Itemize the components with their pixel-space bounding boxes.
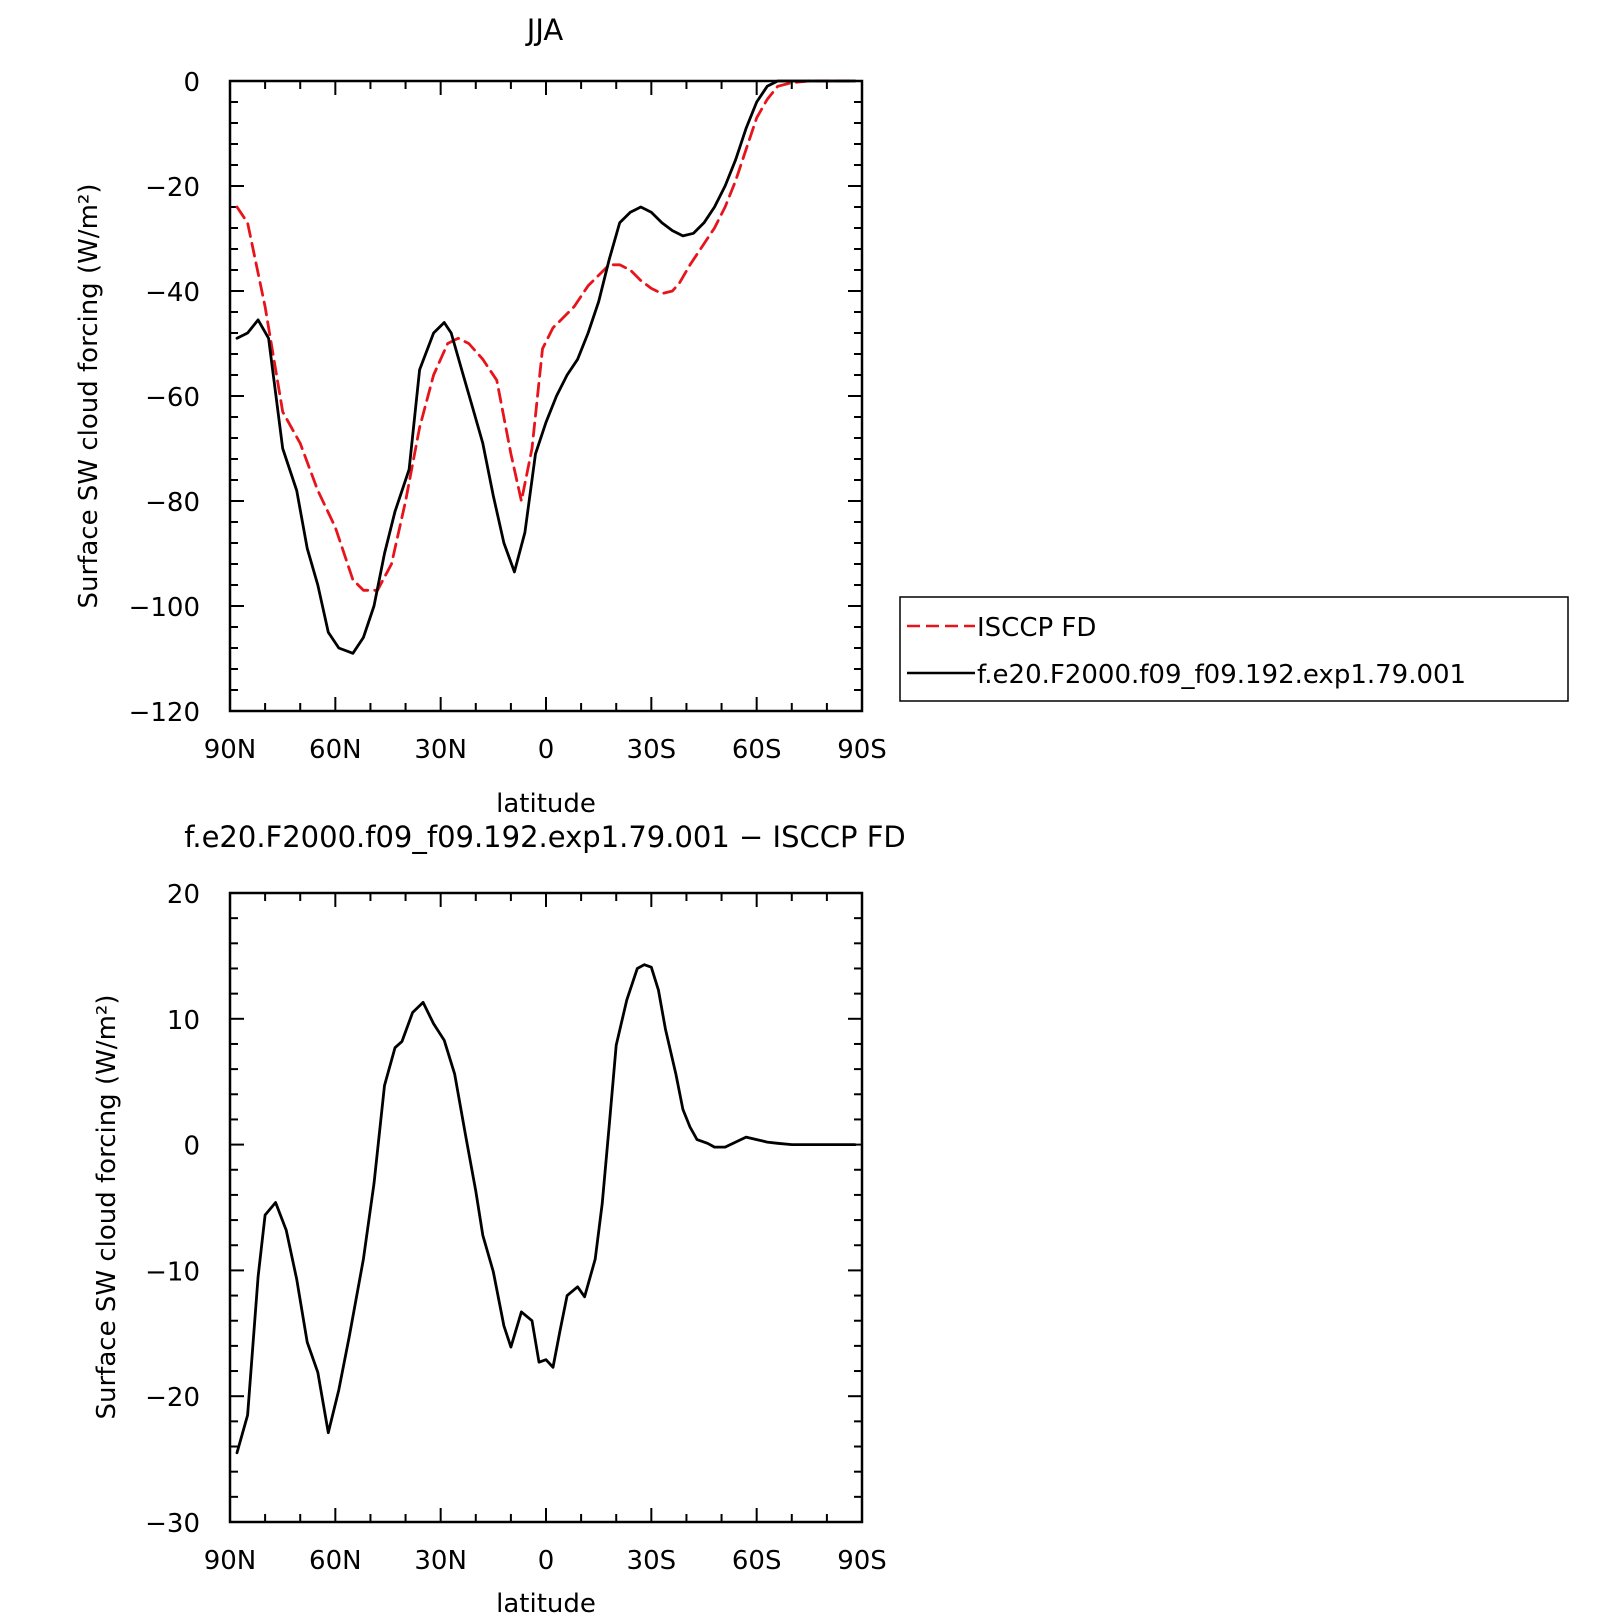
legend-box bbox=[899, 596, 1569, 702]
legend: ISCCP FD f.e20.F2000.f09_f09.192.exp1.79… bbox=[899, 596, 1569, 702]
x-tick-labels: 90N 60N 30N 0 30S 60S 90S bbox=[204, 735, 887, 765]
y-tick-label: −20 bbox=[145, 173, 200, 203]
y-tick-label: 0 bbox=[183, 68, 200, 98]
y-axis-label: Surface SW cloud forcing (W/m²) bbox=[74, 184, 104, 609]
x-tick-label: 90S bbox=[837, 1546, 887, 1576]
x-tick-label: 30N bbox=[414, 1546, 467, 1576]
plot-frame bbox=[228, 79, 864, 713]
legend-label-model: f.e20.F2000.f09_f09.192.exp1.79.001 bbox=[977, 660, 1466, 690]
y-tick-label: −10 bbox=[145, 1257, 200, 1287]
series-lines bbox=[235, 963, 857, 1455]
series-line-0 bbox=[235, 79, 857, 592]
y-tick-label: 20 bbox=[167, 880, 200, 910]
x-tick-label: 0 bbox=[538, 735, 555, 765]
y-tick-label: −120 bbox=[129, 698, 200, 728]
bottom-chart: f.e20.F2000.f09_f09.192.exp1.79.001 − IS… bbox=[92, 820, 906, 1619]
plot-frame bbox=[228, 891, 864, 1524]
top-chart: JJA 90N 60N 30N 0 30S 60S 90S 0 −20 −40 −60 −80 −10… bbox=[74, 13, 1569, 819]
tick-marks bbox=[229, 892, 863, 1523]
y-tick-label: −60 bbox=[145, 383, 200, 413]
x-axis-label: latitude bbox=[496, 789, 596, 819]
x-tick-label: 90N bbox=[204, 1546, 257, 1576]
y-tick-labels: 0 −20 −40 −60 −80 −100 −120 bbox=[129, 68, 200, 728]
x-tick-label: 30N bbox=[414, 735, 467, 765]
x-tick-label: 60S bbox=[732, 735, 782, 765]
y-tick-label: −100 bbox=[129, 593, 200, 623]
x-tick-label: 60N bbox=[309, 1546, 362, 1576]
series-line-1 bbox=[235, 79, 857, 655]
y-tick-label: −40 bbox=[145, 278, 200, 308]
x-tick-labels: 90N 60N 30N 0 30S 60S 90S bbox=[204, 1546, 887, 1576]
y-axis-label: Surface SW cloud forcing (W/m²) bbox=[92, 995, 122, 1420]
series-line-0 bbox=[235, 963, 857, 1455]
y-tick-labels: 20 10 0 −10 −20 −30 bbox=[145, 880, 200, 1539]
y-tick-label: 10 bbox=[167, 1006, 200, 1036]
x-tick-label: 90N bbox=[204, 735, 257, 765]
x-tick-label: 30S bbox=[627, 1546, 677, 1576]
x-axis-label: latitude bbox=[496, 1589, 596, 1619]
y-tick-label: −20 bbox=[145, 1383, 200, 1413]
legend-label-isccp: ISCCP FD bbox=[977, 613, 1096, 643]
x-tick-label: 30S bbox=[627, 735, 677, 765]
y-tick-label: −80 bbox=[145, 488, 200, 518]
x-tick-label: 60S bbox=[732, 1546, 782, 1576]
series-lines bbox=[235, 79, 857, 655]
y-tick-label: −30 bbox=[145, 1509, 200, 1539]
x-tick-label: 0 bbox=[538, 1546, 555, 1576]
chart-title: JJA bbox=[525, 13, 564, 47]
chart-title: f.e20.F2000.f09_f09.192.exp1.79.001 − IS… bbox=[184, 820, 905, 854]
y-tick-label: 0 bbox=[183, 1132, 200, 1162]
x-tick-label: 90S bbox=[837, 735, 887, 765]
x-tick-label: 60N bbox=[309, 735, 362, 765]
